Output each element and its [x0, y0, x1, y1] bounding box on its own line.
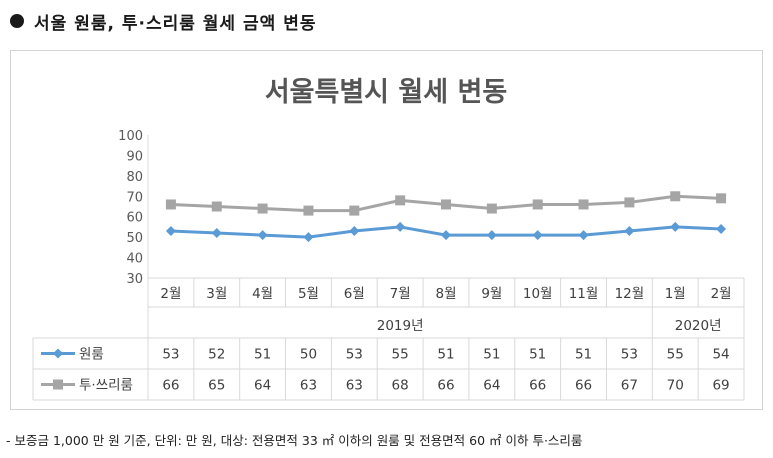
table-value: 68 [392, 378, 409, 394]
data-point [578, 230, 589, 241]
year-label: 2020년 [675, 318, 722, 334]
x-tick-label: 1월 [665, 286, 686, 302]
x-tick-label: 10월 [523, 286, 553, 302]
legend-key-marker [53, 348, 63, 359]
data-point [349, 226, 360, 237]
data-point [486, 203, 497, 214]
table-value: 66 [529, 378, 546, 394]
x-tick-label: 9월 [481, 286, 502, 302]
data-point [670, 221, 681, 232]
table-value: 55 [392, 347, 409, 363]
data-point [165, 199, 176, 210]
table-value: 51 [254, 347, 271, 363]
x-tick-label: 7월 [390, 286, 411, 302]
legend-label: 원룸 [79, 347, 104, 363]
table-value: 51 [529, 347, 546, 363]
y-tick-label: 50 [126, 231, 143, 246]
x-tick-label: 2월 [160, 286, 181, 302]
section-title: 서울 원룸, 투·스리룸 월세 금액 변동 [34, 13, 317, 34]
data-point [395, 221, 406, 232]
x-tick-label: 12월 [615, 286, 645, 302]
table-value: 51 [437, 347, 454, 363]
data-point [211, 201, 222, 212]
y-tick-label: 60 [126, 211, 143, 226]
legend-label: 투·쓰리룸 [79, 378, 133, 394]
data-point [441, 199, 451, 210]
table-value: 66 [437, 378, 454, 394]
table-value: 64 [254, 378, 271, 394]
x-tick-label: 11월 [569, 286, 599, 302]
y-tick-label: 90 [126, 149, 143, 164]
table-value: 55 [667, 347, 684, 363]
y-tick-label: 80 [126, 170, 143, 185]
x-tick-label: 6월 [344, 286, 365, 302]
data-point [486, 230, 497, 241]
data-point [670, 191, 681, 202]
table-value: 64 [483, 378, 500, 394]
data-point [257, 230, 268, 241]
section-header: 서울 원룸, 투·스리룸 월세 금액 변동 [10, 8, 316, 34]
data-point [211, 228, 222, 239]
table-value: 53 [162, 347, 179, 363]
footnote: - 보증금 1,000 만 원 기준, 단위: 만 원, 대상: 전용면적 33… [6, 433, 583, 448]
y-tick-label: 70 [126, 190, 143, 205]
year-label: 2019년 [377, 318, 424, 334]
data-point [716, 193, 727, 204]
x-tick-label: 8월 [435, 286, 456, 302]
data-point [257, 203, 268, 214]
table-value: 69 [712, 378, 729, 394]
table-value: 51 [483, 347, 500, 363]
chart-title: 서울특별시 월세 변동 [265, 77, 507, 108]
table-value: 50 [300, 347, 317, 363]
bullet-icon [10, 14, 24, 28]
data-point [441, 230, 451, 241]
table-value: 63 [300, 378, 317, 394]
y-tick-label: 40 [126, 252, 143, 267]
table-value: 63 [346, 378, 363, 394]
data-point [624, 197, 635, 208]
x-tick-label: 5월 [298, 286, 319, 302]
table-value: 66 [575, 378, 592, 394]
data-point [532, 199, 543, 210]
y-tick-label: 100 [118, 129, 143, 144]
table-value: 65 [208, 378, 225, 394]
data-point [624, 226, 635, 237]
x-tick-label: 4월 [252, 286, 273, 302]
table-value: 53 [621, 347, 638, 363]
table-value: 51 [575, 347, 592, 363]
data-point [303, 205, 314, 216]
table-value: 53 [346, 347, 363, 363]
data-point [395, 195, 406, 206]
table-value: 52 [208, 347, 225, 363]
data-point [578, 199, 589, 210]
table-value: 67 [621, 378, 638, 394]
legend-key-marker [53, 379, 63, 390]
table-value: 54 [712, 347, 729, 363]
table-value: 70 [667, 378, 684, 394]
chart-frame: 서울특별시 월세 변동 30 40 50 60 70 80 90 100 2월 3월 4월 5월 6월 7… [10, 50, 763, 410]
table-value: 66 [162, 378, 179, 394]
data-point [349, 205, 360, 216]
data-point [532, 230, 543, 241]
x-tick-label: 3월 [206, 286, 227, 302]
data-point [165, 226, 176, 237]
y-tick-label: 30 [126, 272, 143, 287]
x-tick-label: 2월 [711, 286, 732, 302]
rent-line-chart: 서울특별시 월세 변동 30 40 50 60 70 80 90 100 2월 3월 4월 5월 6월 7… [32, 77, 745, 401]
data-point [303, 232, 314, 243]
data-point [716, 223, 727, 234]
